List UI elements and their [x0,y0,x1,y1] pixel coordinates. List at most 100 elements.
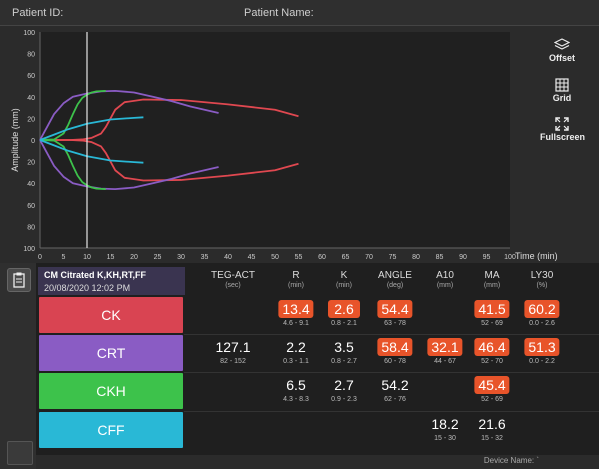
column-name: A10 [436,270,454,281]
grid-label: Grid [552,93,572,103]
result-value: 2.2 [286,339,306,355]
x-tick-label: 45 [248,254,256,261]
x-tick-label: 70 [365,254,373,261]
amplitude-chart-panel: 100 80 60 40 20 0 20 40 60 80 100 0 5 10 15 20 25 30 35 40 4… [0,26,599,262]
reference-range: 82 - 152 [220,358,246,365]
x-tick-label: 55 [295,254,303,261]
x-tick-label: 95 [483,254,491,261]
result-cell: 127.1 82 - 152 [211,338,254,365]
column-header: LY30 (%) [531,270,554,289]
result-cell: 54.4 63 - 78 [377,300,413,327]
result-cell: 54.2 62 - 76 [377,376,412,403]
fullscreen-button[interactable]: Fullscreen [540,117,586,142]
y-tick-label: 80 [27,224,35,231]
x-tick-label: 85 [436,254,444,261]
x-tick-label: 40 [224,254,232,261]
column-name: MA [484,270,500,281]
x-tick-label: 60 [318,254,326,261]
patient-id-label: Patient ID: [12,7,64,19]
channel-button-ckh[interactable]: CKH [39,373,183,409]
reference-range: 4.3 - 8.3 [283,396,309,403]
fullscreen-label: Fullscreen [540,132,586,142]
reference-range: 0.8 - 2.7 [331,358,357,365]
device-name-label: Device Name: ` [483,456,539,465]
result-cell: 2.6 0.8 - 2.1 [328,300,360,327]
result-value: 3.5 [334,339,354,355]
layers-icon [554,38,570,50]
offset-button[interactable]: Offset [540,38,584,63]
result-value-flagged: 60.2 [524,300,560,318]
channel-button-ck[interactable]: CK [39,297,183,333]
clipboard-icon [13,272,25,288]
x-tick-label: 5 [62,254,66,261]
footer-bar: Device Name: ` [36,455,599,469]
grid-button[interactable]: Grid [540,78,584,103]
test-info-box[interactable]: CM Citrated K,KH,RT,FF 20/08/2020 12:02 … [38,267,185,295]
x-axis-label: Time (min) [515,251,558,261]
reference-range: 0.0 - 2.6 [529,320,555,327]
y-tick-label: 80 [27,52,35,59]
reference-range: 63 - 78 [384,320,406,327]
result-value: 2.7 [334,377,354,393]
y-tick-label: 100 [23,246,35,253]
column-unit: (mm) [436,282,454,289]
x-tick-label: 100 [504,254,516,261]
reference-range: 15 - 30 [434,435,456,442]
plot-area [40,32,510,248]
report-button[interactable] [7,268,31,292]
y-tick-label: 60 [27,203,35,210]
grid-icon [555,78,569,92]
result-cell: 2.7 0.9 - 2.3 [328,376,360,403]
x-tick-label: 80 [412,254,420,261]
column-header: TEG-ACT (sec) [211,270,255,289]
y-tick-label: 60 [27,73,35,80]
result-value-flagged: 45.4 [474,376,510,394]
tracing-line-upper [40,98,299,141]
result-cell: 58.4 60 - 78 [377,338,413,365]
result-cell: 32.1 44 - 67 [427,338,463,365]
result-value-flagged: 54.4 [377,300,413,318]
result-value: 54.2 [381,377,409,393]
result-cell: 51.3 0.0 - 2.2 [524,338,560,365]
y-tick-label: 40 [27,95,35,102]
reference-range: 0.3 - 1.1 [283,358,309,365]
x-tick-label: 30 [177,254,185,261]
channel-button-cff[interactable]: CFF [39,412,183,448]
result-value-flagged: 51.3 [524,338,560,356]
channel-button-crt[interactable]: CRT [39,335,183,371]
result-value-flagged: 41.5 [474,300,510,318]
column-unit: (deg) [386,282,404,289]
fullscreen-icon [555,117,569,131]
result-cell: 41.5 52 - 69 [474,300,510,327]
result-value-flagged: 2.6 [328,300,360,318]
column-unit: (min) [288,282,304,289]
result-value: 127.1 [215,339,251,355]
reference-range: 52 - 69 [481,320,503,327]
reference-range: 52 - 70 [481,358,503,365]
tracing-line-upper [39,89,106,141]
y-tick-label: 20 [27,160,35,167]
result-cell: 45.4 52 - 69 [474,376,510,403]
reference-range: 0.8 - 2.1 [331,320,357,327]
column-name: K [340,270,348,281]
result-value: 21.6 [478,416,506,432]
column-header: ANGLE (deg) [378,270,412,289]
result-cell: 2.2 0.3 - 1.1 [280,338,312,365]
result-value-flagged: 46.4 [474,338,510,356]
result-cell: 6.5 4.3 - 8.3 [280,376,312,403]
result-value: 6.5 [286,377,306,393]
sidebar-tile[interactable] [7,441,33,465]
x-tick-label: 75 [389,254,397,261]
column-header: MA (mm) [484,270,500,289]
result-value: 18.2 [431,416,459,432]
column-unit: (mm) [483,282,501,289]
test-title: CM Citrated K,KH,RT,FF [44,270,146,280]
x-tick-label: 90 [459,254,467,261]
y-axis-label: Amplitude (mm) [10,108,20,172]
patient-header-bar: Patient ID: Patient Name: [0,0,599,26]
column-name: LY30 [530,270,554,281]
x-tick-label: 10 [83,254,91,261]
y-tick-label: 0 [31,138,35,145]
result-cell: 21.6 15 - 32 [474,415,509,442]
